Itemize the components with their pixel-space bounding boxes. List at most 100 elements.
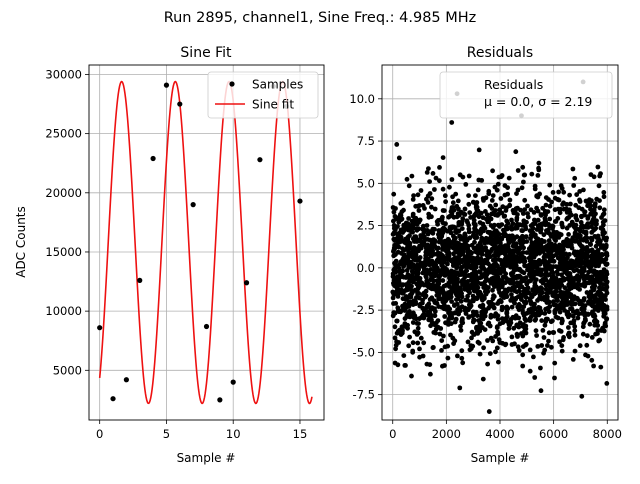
residual-point (534, 227, 540, 232)
residual-point (531, 354, 536, 360)
residual-point (558, 290, 564, 296)
residual-point (422, 306, 427, 312)
residual-point (561, 189, 567, 195)
residual-point (531, 252, 537, 257)
residual-point (431, 345, 436, 350)
residual-point (511, 248, 516, 254)
residual-point (579, 271, 585, 277)
residual-point (508, 271, 514, 277)
residual-point (515, 304, 521, 310)
residual-point (449, 299, 454, 304)
residual-point (420, 353, 426, 359)
residual-point (585, 216, 591, 221)
residual-point (494, 240, 500, 245)
residual-point (410, 211, 416, 217)
residual-point (501, 231, 507, 237)
residual-point (558, 258, 564, 264)
residual-point (488, 299, 494, 305)
residual-point (392, 360, 398, 366)
residual-point (416, 291, 421, 296)
residual-point (443, 255, 449, 261)
residual-point (443, 221, 448, 227)
residual-point (398, 212, 403, 217)
residual-point (574, 226, 579, 232)
residual-point (595, 323, 601, 328)
residual-point (478, 229, 484, 235)
y-tick-label: 10000 (45, 304, 82, 318)
residual-point (587, 293, 593, 299)
residual-point (601, 230, 607, 236)
residual-point (427, 297, 433, 302)
residual-point (539, 237, 544, 243)
residual-point (427, 310, 433, 315)
residual-point (391, 301, 396, 306)
residual-point (528, 252, 534, 257)
residual-point (410, 340, 416, 346)
residual-point (422, 206, 427, 211)
residual-point (604, 317, 609, 322)
residual-point (495, 329, 500, 335)
residual-point (474, 257, 479, 263)
y-tick-label: 25000 (45, 127, 82, 141)
residual-point (466, 307, 471, 313)
residual-point (440, 155, 446, 161)
residual-point (600, 325, 605, 331)
residual-point (572, 175, 578, 181)
sine-fit-ticks: 0 5 10 15 5000 10000 15000 20000 25000 30000 (45, 67, 307, 441)
residual-point (461, 235, 466, 241)
residual-point (446, 250, 452, 256)
residual-point (394, 242, 399, 248)
residual-point (514, 254, 520, 260)
residual-point (575, 277, 581, 282)
residual-point (537, 267, 543, 273)
residual-point (443, 199, 448, 205)
residual-point (490, 225, 496, 230)
residual-point (391, 191, 397, 197)
residual-point (570, 313, 576, 319)
residual-point (599, 215, 604, 220)
residual-point (580, 244, 585, 250)
y-tick-label: 30000 (45, 67, 82, 81)
residual-point (577, 199, 583, 204)
residual-point (392, 268, 398, 274)
residual-point (430, 171, 436, 176)
residual-point (411, 193, 416, 199)
residual-point (391, 247, 397, 253)
residual-point (514, 191, 519, 197)
residual-point (499, 307, 505, 313)
residual-point (418, 233, 424, 238)
residual-point (418, 188, 424, 193)
residual-point (525, 203, 530, 209)
residual-point (423, 253, 429, 258)
residual-point (408, 292, 413, 298)
residual-point (550, 281, 555, 287)
residual-point (480, 297, 485, 303)
y-tick-label: 5000 (53, 363, 82, 377)
residual-point (446, 322, 451, 327)
residual-point (545, 316, 550, 322)
residual-outlier-point (394, 142, 400, 147)
residual-point (421, 340, 427, 346)
residual-point (478, 259, 483, 265)
residual-point (582, 209, 587, 215)
residual-point (520, 333, 526, 339)
residual-point (495, 316, 501, 322)
residual-point (575, 315, 581, 321)
residual-point (446, 295, 451, 301)
residual-point (416, 208, 422, 213)
residual-point (522, 172, 528, 178)
residual-point (491, 294, 497, 299)
residual-point (592, 283, 598, 289)
residual-point (397, 268, 403, 274)
residual-point (596, 304, 602, 310)
sample-point (137, 277, 143, 283)
residual-point (472, 288, 478, 294)
residual-point (572, 295, 578, 301)
residual-point (595, 164, 601, 170)
residual-point (398, 201, 404, 206)
residual-point (526, 279, 532, 284)
residual-point (501, 247, 507, 253)
residual-point (532, 301, 537, 307)
residual-point (483, 273, 489, 278)
residual-point (597, 241, 603, 247)
